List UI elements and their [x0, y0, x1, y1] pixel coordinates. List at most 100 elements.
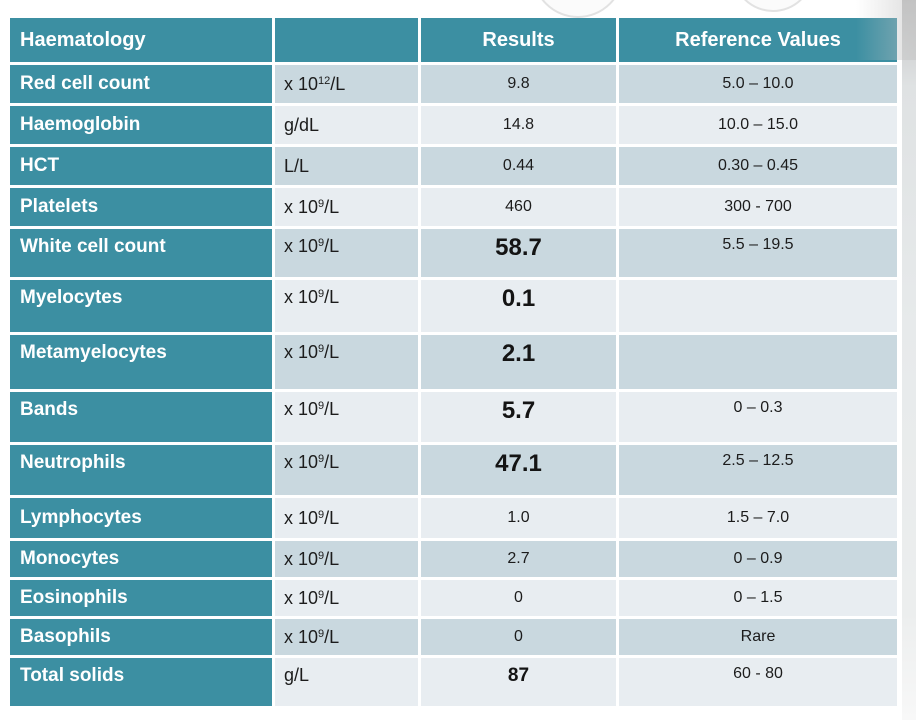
unit-cell: x 109/L — [275, 619, 418, 655]
unit-rest: /L — [324, 399, 340, 419]
unit-superscript: 9 — [318, 627, 325, 640]
result-cell: 0.44 — [421, 147, 616, 185]
reference-cell: 60 - 80 — [619, 658, 897, 706]
unit-superscript: 9 — [318, 197, 325, 210]
result-cell: 58.7 — [421, 229, 616, 277]
reference-cell — [619, 280, 897, 332]
table-row: Monocytes x 109/L 2.7 0 – 0.9 — [10, 541, 897, 577]
decorative-circle — [732, 0, 814, 12]
reference-cell: 0 – 1.5 — [619, 580, 897, 616]
header-results: Results — [421, 18, 616, 62]
unit-base: x 10 — [284, 548, 319, 569]
unit-cell: g/dL — [275, 106, 418, 144]
unit-cell: L/L — [275, 147, 418, 185]
unit-base: x 10 — [284, 626, 319, 647]
result-cell: 0 — [421, 619, 616, 655]
unit-base: x 10 — [284, 287, 319, 307]
row-label-cell: Lymphocytes — [10, 498, 272, 538]
unit-cell: x 109/L — [275, 445, 418, 495]
row-label-cell: HCT — [10, 147, 272, 185]
row-label-cell: Haemoglobin — [10, 106, 272, 144]
table-row: Neutrophils x 109/L 47.1 2.5 – 12.5 — [10, 445, 897, 495]
unit-base: x 10 — [284, 399, 319, 419]
page-edge-shadow — [902, 0, 916, 720]
unit-cell: x 109/L — [275, 541, 418, 577]
result-cell: 5.7 — [421, 392, 616, 442]
unit-base: x 10 — [284, 236, 319, 256]
table-row: HCT L/L 0.44 0.30 – 0.45 — [10, 147, 897, 185]
unit-base: g/dL — [284, 114, 320, 135]
reference-cell: 1.5 – 7.0 — [619, 498, 897, 538]
table-row: Platelets x 109/L 460 300 - 700 — [10, 188, 897, 226]
unit-rest: /L — [324, 452, 340, 472]
reference-cell: 0 – 0.9 — [619, 541, 897, 577]
row-label-cell: Metamyelocytes — [10, 335, 272, 389]
unit-rest: /L — [324, 342, 340, 362]
reference-cell — [619, 335, 897, 389]
unit-base: x 10 — [284, 342, 319, 362]
header-units-blank — [275, 18, 418, 62]
table-row: Metamyelocytes x 109/L 2.1 — [10, 335, 897, 389]
unit-superscript: 9 — [318, 400, 325, 412]
row-label-cell: Monocytes — [10, 541, 272, 577]
reference-cell: 0 – 0.3 — [619, 392, 897, 442]
row-label-cell: Total solids — [10, 658, 272, 706]
unit-base: x 10 — [284, 587, 319, 608]
reference-cell: 5.5 – 19.5 — [619, 229, 897, 277]
row-label-cell: Red cell count — [10, 65, 272, 103]
unit-superscript: 9 — [318, 343, 325, 355]
unit-base: x 10 — [284, 452, 319, 472]
unit-superscript: 9 — [318, 288, 325, 300]
unit-cell: x 109/L — [275, 229, 418, 277]
reference-cell: Rare — [619, 619, 897, 655]
row-label-cell: Platelets — [10, 188, 272, 226]
unit-superscript: 9 — [318, 549, 325, 562]
unit-rest: /L — [324, 196, 340, 217]
result-cell: 1.0 — [421, 498, 616, 538]
row-label-cell: White cell count — [10, 229, 272, 277]
result-cell: 9.8 — [421, 65, 616, 103]
unit-cell: x 109/L — [275, 335, 418, 389]
unit-superscript: 9 — [318, 237, 325, 249]
unit-rest: /L — [330, 73, 346, 94]
result-cell: 2.1 — [421, 335, 616, 389]
table-row: Total solids g/L 87 60 - 80 — [10, 658, 897, 706]
unit-rest: /L — [324, 587, 340, 608]
page-edge-shadow-top — [856, 0, 916, 60]
unit-cell: x 109/L — [275, 188, 418, 226]
row-label-cell: Bands — [10, 392, 272, 442]
table-row: Haemoglobin g/dL 14.8 10.0 – 15.0 — [10, 106, 897, 144]
unit-superscript: 9 — [318, 508, 325, 521]
result-cell: 2.7 — [421, 541, 616, 577]
reference-cell: 0.30 – 0.45 — [619, 147, 897, 185]
unit-cell: g/L — [275, 658, 418, 706]
unit-base: L/L — [284, 155, 310, 176]
result-cell: 460 — [421, 188, 616, 226]
unit-cell: x 109/L — [275, 580, 418, 616]
table-row: Myelocytes x 109/L 0.1 — [10, 280, 897, 332]
reference-cell: 10.0 – 15.0 — [619, 106, 897, 144]
unit-cell: x 109/L — [275, 392, 418, 442]
reference-cell: 2.5 – 12.5 — [619, 445, 897, 495]
row-label-cell: Basophils — [10, 619, 272, 655]
unit-base: x 10 — [284, 507, 319, 528]
haematology-results-table: Haematology Results Reference Values Red… — [7, 15, 900, 709]
result-cell: 47.1 — [421, 445, 616, 495]
unit-base: x 10 — [284, 196, 319, 217]
unit-base: x 10 — [284, 73, 319, 94]
reference-cell: 300 - 700 — [619, 188, 897, 226]
unit-rest: /L — [324, 626, 340, 647]
unit-cell: x 109/L — [275, 498, 418, 538]
row-label-cell: Eosinophils — [10, 580, 272, 616]
result-cell: 87 — [421, 658, 616, 706]
unit-superscript: 9 — [318, 588, 325, 601]
unit-rest: /L — [324, 236, 340, 256]
result-cell: 0.1 — [421, 280, 616, 332]
header-reference-values: Reference Values — [619, 18, 897, 62]
table-header-row: Haematology Results Reference Values — [10, 18, 897, 62]
reference-cell: 5.0 – 10.0 — [619, 65, 897, 103]
table-row: Lymphocytes x 109/L 1.0 1.5 – 7.0 — [10, 498, 897, 538]
result-cell: 14.8 — [421, 106, 616, 144]
unit-rest: /L — [324, 548, 340, 569]
